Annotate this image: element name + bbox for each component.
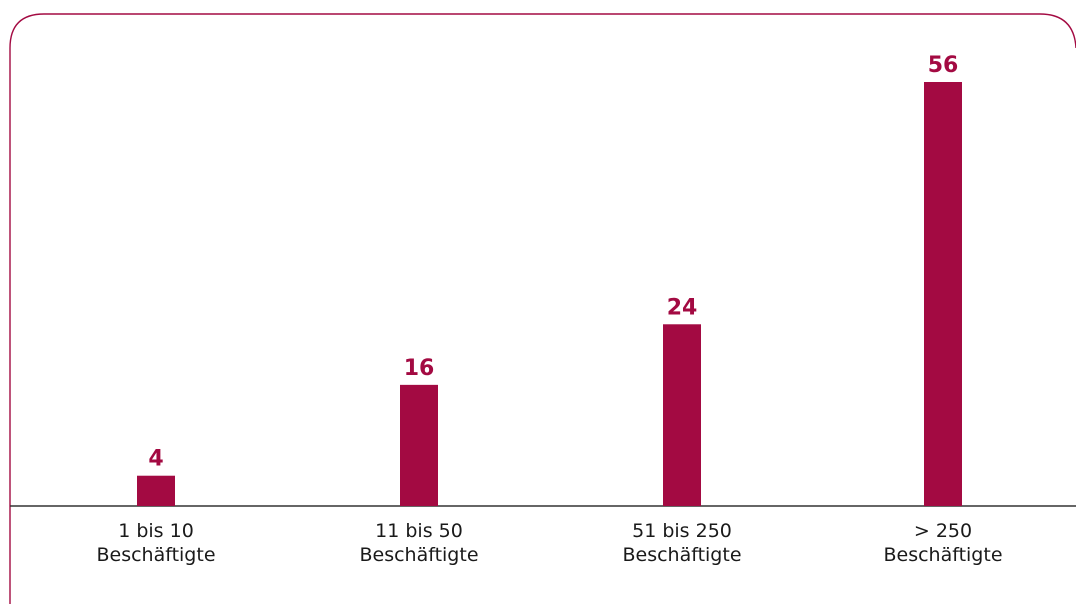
bar-2 <box>400 384 438 506</box>
value-label-3: 24 <box>667 295 698 320</box>
category-label-1-line-1: 1 bis 10 <box>118 520 194 542</box>
bar-1 <box>137 475 175 506</box>
category-label-2-line-2: Beschäftigte <box>359 544 478 566</box>
category-label-1-line-2: Beschäftigte <box>96 544 215 566</box>
category-label-3-line-2: Beschäftigte <box>622 544 741 566</box>
rounded-frame <box>9 13 1076 604</box>
category-label-4-line-2: Beschäftigte <box>883 544 1002 566</box>
bars-group <box>137 82 962 506</box>
category-label-2-line-1: 11 bis 50 <box>375 520 463 542</box>
bar-3 <box>663 324 701 506</box>
category-label-3-line-1: 51 bis 250 <box>632 520 732 542</box>
value-label-4: 56 <box>928 53 959 78</box>
value-labels-group: 4 16 24 56 <box>148 53 958 472</box>
bar-4 <box>924 82 962 506</box>
value-label-1: 4 <box>148 447 163 472</box>
category-label-4-line-1: > 250 <box>914 520 972 542</box>
value-label-2: 16 <box>404 356 435 381</box>
